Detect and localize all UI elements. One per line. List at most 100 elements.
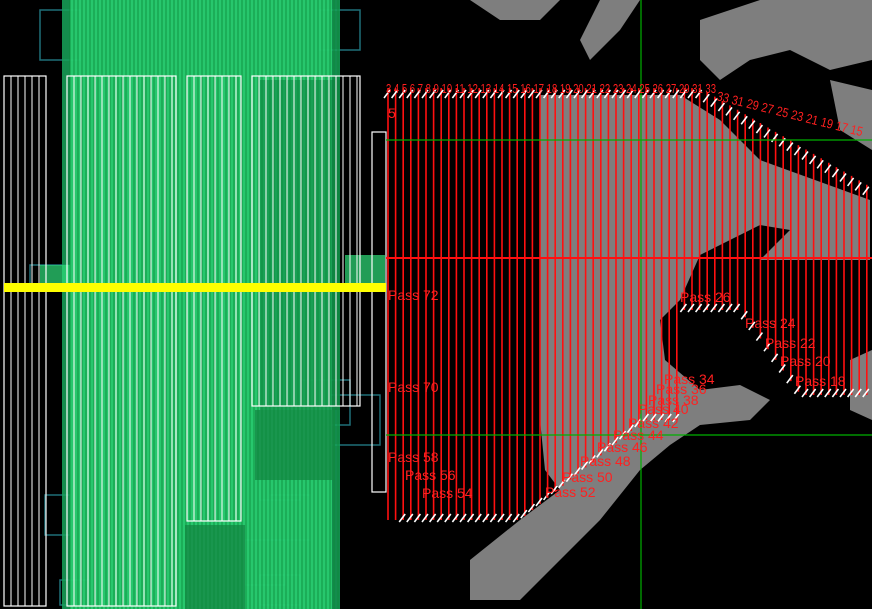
pass-start-marker — [618, 89, 627, 99]
label-pass-46: Pass 46 — [597, 439, 648, 455]
label-pass-24: Pass 24 — [745, 315, 796, 331]
pass-start-marker — [504, 89, 513, 99]
pass-start-marker — [413, 89, 422, 99]
label-pass-22: Pass 22 — [765, 335, 816, 351]
pass-end-marker — [839, 388, 847, 398]
pass-end-marker — [649, 413, 657, 423]
pass-end-marker — [497, 513, 505, 523]
pass-start-marker — [687, 89, 695, 99]
label-top-pass-numbers: 3 4 5 6 7 8 9 10 11 12 13 14 15 16 17 18… — [386, 81, 716, 96]
pass-end-marker — [748, 321, 756, 331]
pass-start-marker — [846, 177, 855, 187]
pass-end-marker — [489, 513, 498, 523]
label-pass-48: Pass 48 — [580, 453, 631, 469]
pass-start-marker — [421, 89, 429, 99]
label-pass-40: Pass 40 — [638, 401, 689, 417]
pass-start-marker — [831, 168, 840, 178]
pass-start-marker — [808, 155, 817, 165]
pass-end-marker — [398, 513, 406, 523]
pass-start-marker — [710, 98, 718, 108]
pass-start-marker — [512, 89, 520, 99]
pass-start-marker — [390, 89, 399, 99]
pass-start-marker — [482, 89, 490, 99]
pass-start-marker — [603, 89, 612, 99]
pass-start-marker — [451, 89, 460, 99]
pass-start-marker — [664, 89, 672, 99]
label-pass-36: Pass 36 — [656, 381, 707, 397]
pass-end-marker — [535, 497, 543, 507]
pass-end-marker — [444, 513, 452, 523]
pass-end-marker — [641, 413, 650, 423]
pass-end-marker — [565, 473, 574, 483]
pass-start-marker — [542, 89, 551, 99]
pass-start-marker — [862, 186, 870, 196]
pass-start-marker — [824, 164, 832, 174]
planned-pass-lines — [387, 88, 868, 520]
pass-end-marker — [626, 424, 634, 434]
pass-end-marker — [755, 332, 764, 342]
pass-end-marker — [474, 513, 482, 523]
pass-start-marker — [755, 124, 764, 134]
pass-end-marker — [580, 461, 589, 470]
green-coverage-layer — [40, 0, 385, 609]
label-pass-70: Pass 70 — [388, 379, 439, 395]
pass-start-marker — [801, 150, 809, 160]
current-pass-highlight[interactable] — [4, 283, 386, 292]
pass-start-marker — [839, 173, 847, 183]
pass-end-marker — [451, 513, 460, 523]
label-pass-54: Pass 54 — [422, 485, 473, 501]
pass-start-marker — [466, 89, 475, 99]
pass-start-marker — [702, 93, 710, 103]
pass-end-marker — [778, 364, 786, 373]
pass-end-marker — [763, 342, 771, 352]
pass-end-marker — [702, 303, 710, 313]
pass-end-marker — [732, 303, 741, 313]
crosshair — [386, 0, 872, 609]
pass-start-marker — [550, 89, 558, 99]
label-pass-52: Pass 52 — [545, 484, 596, 500]
pass-end-marker — [710, 303, 718, 313]
pass-start-marker — [748, 120, 756, 130]
completed-pass-lines — [10, 76, 358, 606]
completed-pass-blocks — [3, 75, 387, 607]
pass-end-marker — [831, 388, 840, 398]
pass-start-marker — [626, 89, 634, 99]
label-pass-34: Pass 34 — [664, 371, 715, 387]
pass-end-marker — [520, 509, 528, 519]
pass-end-marker — [793, 385, 802, 395]
pass-start-marker — [770, 133, 779, 143]
pass-start-marker — [520, 89, 528, 99]
label-pass-58: Pass 58 — [388, 449, 439, 465]
pass-start-marker — [428, 89, 437, 99]
pass-start-marker — [580, 89, 589, 99]
pass-end-marker — [634, 418, 642, 428]
pass-start-marker — [641, 89, 650, 99]
pass-end-marker — [687, 303, 695, 313]
pass-start-marker — [459, 89, 467, 99]
label-left-marker: 5 — [388, 105, 396, 121]
pass-start-marker — [732, 111, 741, 121]
pass-end-marker — [482, 513, 490, 523]
pass-start-marker — [383, 89, 391, 99]
pass-start-marker — [573, 89, 581, 99]
pass-start-marker — [763, 128, 771, 138]
pass-start-marker — [679, 89, 688, 99]
pass-end-marker — [558, 479, 566, 489]
pass-end-marker — [542, 491, 551, 501]
pass-end-marker — [824, 388, 832, 398]
pass-end-marker — [846, 388, 855, 398]
pass-end-marker — [672, 413, 680, 423]
pass-end-marker — [603, 442, 612, 452]
label-pass-18: Pass 18 — [795, 373, 846, 389]
pass-start-marker — [793, 146, 802, 156]
pass-end-marker — [694, 303, 703, 313]
pass-end-marker — [596, 448, 604, 458]
green-stripe-layer — [69, 0, 339, 609]
label-pass-50: Pass 50 — [562, 469, 613, 485]
pass-end-marker — [679, 303, 688, 313]
pass-start-marker — [398, 89, 406, 99]
pass-start-marker — [406, 89, 414, 99]
pass-end-marker — [527, 503, 536, 513]
